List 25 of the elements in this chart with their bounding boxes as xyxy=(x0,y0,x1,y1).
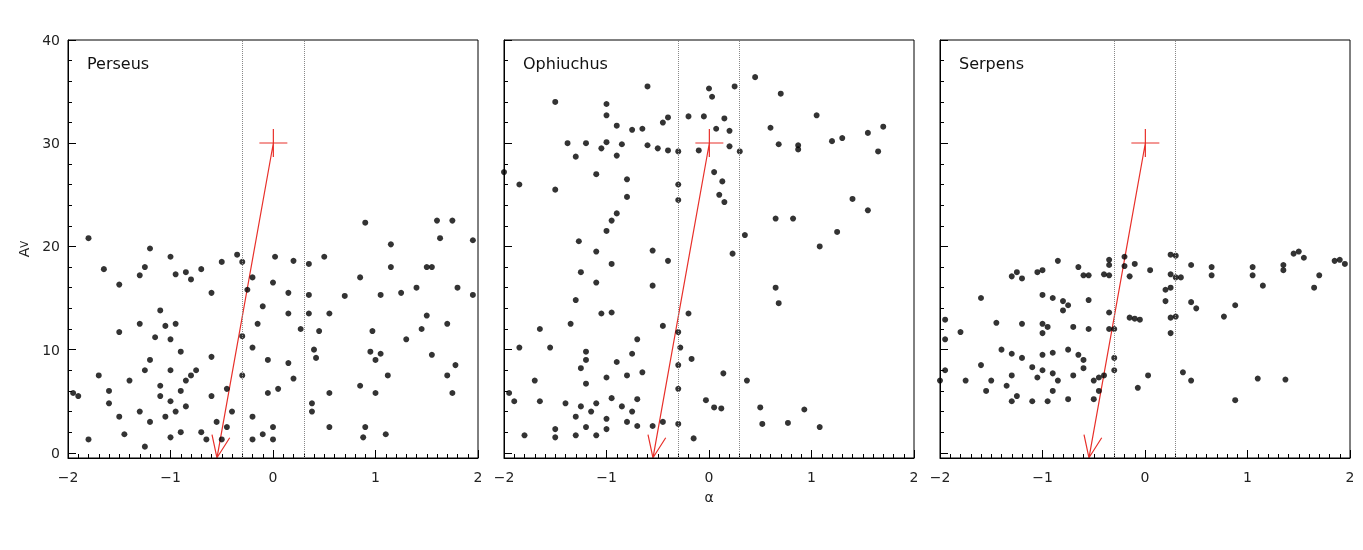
x-tick-label: 2 xyxy=(909,469,919,485)
text: Serpens xyxy=(959,53,1025,73)
x-tick-label: −1 xyxy=(160,469,181,485)
x-tick-label: −1 xyxy=(596,469,617,485)
text: Perseus xyxy=(87,53,150,73)
y-tick-label: 0 xyxy=(51,444,60,461)
x-tick-label: 2 xyxy=(473,469,483,485)
x-tick-label: −2 xyxy=(57,469,79,485)
x-tick-label: 0 xyxy=(1140,469,1150,485)
y-tick-label: 10 xyxy=(42,341,60,358)
y-axis-title: AV xyxy=(16,240,33,258)
y-tick-label: 30 xyxy=(42,135,60,152)
x-tick-label: 0 xyxy=(268,469,278,485)
x-tick-label: −2 xyxy=(493,469,515,485)
x-tick-label: −1 xyxy=(1032,469,1053,485)
y-tick-label: 20 xyxy=(42,238,60,255)
x-tick-label: −2 xyxy=(929,469,951,485)
y-tick-label: 40 xyxy=(42,32,60,48)
x-tick-label: 1 xyxy=(371,469,380,485)
x-tick-label: 1 xyxy=(1243,469,1252,485)
text: Ophiuchus xyxy=(523,53,608,73)
x-tick-label: 2 xyxy=(1345,469,1355,485)
x-tick-label: 1 xyxy=(807,469,816,485)
x-tick-label: 0 xyxy=(704,469,714,485)
x-axis-title: α xyxy=(704,489,714,505)
